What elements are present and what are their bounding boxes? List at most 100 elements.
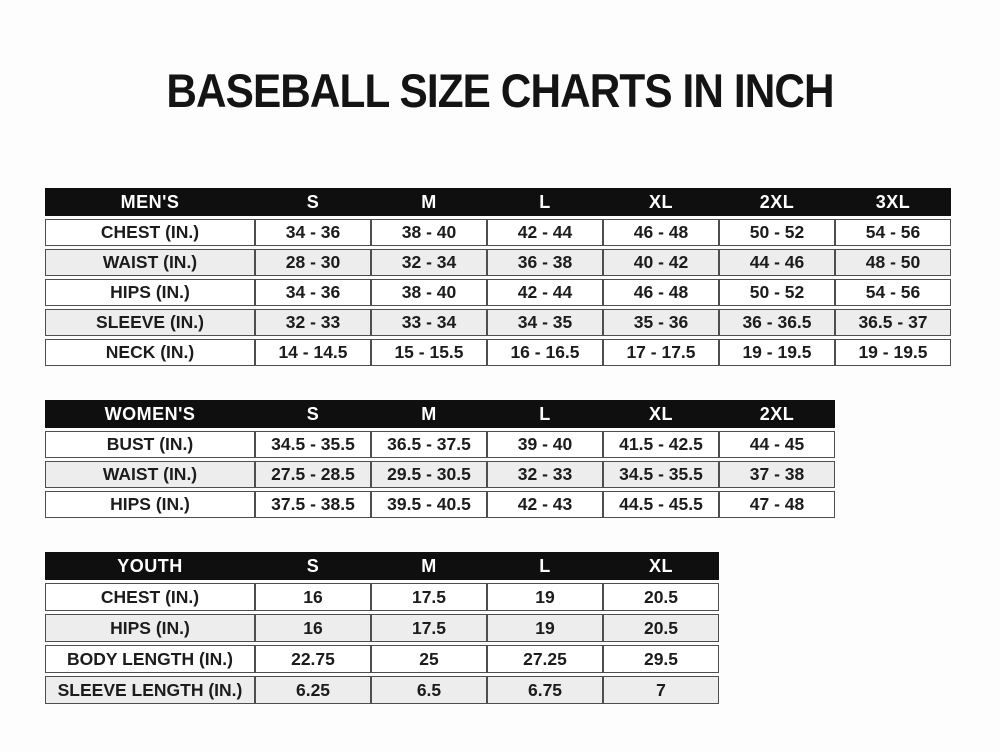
column-header: XL — [603, 400, 719, 428]
size-value-cell: 44 - 45 — [719, 431, 835, 458]
row-label: WAIST (IN.) — [45, 249, 255, 276]
table-title-cell: YOUTH — [45, 552, 255, 580]
size-value-cell: 14 - 14.5 — [255, 339, 371, 366]
row-label: SLEEVE (IN.) — [45, 309, 255, 336]
size-value-cell: 35 - 36 — [603, 309, 719, 336]
row-label: BODY LENGTH (IN.) — [45, 645, 255, 673]
size-value-cell: 7 — [603, 676, 719, 704]
table-title-cell: MEN'S — [45, 188, 255, 216]
size-value-cell: 16 — [255, 583, 371, 611]
table-row: WAIST (IN.) 27.5 - 28.5 29.5 - 30.5 32 - 33… — [45, 461, 835, 488]
size-value-cell: 19 — [487, 614, 603, 642]
column-header: 3XL — [835, 188, 951, 216]
size-value-cell: 20.5 — [603, 614, 719, 642]
size-value-cell: 39.5 - 40.5 — [371, 491, 487, 518]
size-value-cell: 25 — [371, 645, 487, 673]
size-value-cell: 44.5 - 45.5 — [603, 491, 719, 518]
size-value-cell: 38 - 40 — [371, 219, 487, 246]
size-value-cell: 42 - 44 — [487, 219, 603, 246]
size-table-mens: MEN'S S M L XL 2XL 3XL CHEST (IN.) 34 - 36 38 - 4… — [45, 185, 951, 369]
column-header: S — [255, 188, 371, 216]
size-value-cell: 39 - 40 — [487, 431, 603, 458]
row-label: HIPS (IN.) — [45, 279, 255, 306]
column-header: L — [487, 400, 603, 428]
size-table-youth: YOUTH S M L XL CHEST (IN.) 16 17.5 19 20.5 HIPS (I… — [45, 549, 719, 707]
size-value-cell: 41.5 - 42.5 — [603, 431, 719, 458]
table-row: BUST (IN.) 34.5 - 35.5 36.5 - 37.5 39 - 40 4… — [45, 431, 835, 458]
table-title-cell: WOMEN'S — [45, 400, 255, 428]
row-label: SLEEVE LENGTH (IN.) — [45, 676, 255, 704]
row-label: BUST (IN.) — [45, 431, 255, 458]
size-value-cell: 38 - 40 — [371, 279, 487, 306]
size-value-cell: 32 - 33 — [487, 461, 603, 488]
table-row: HIPS (IN.) 37.5 - 38.5 39.5 - 40.5 42 - 43 4… — [45, 491, 835, 518]
size-value-cell: 27.5 - 28.5 — [255, 461, 371, 488]
header-row: YOUTH S M L XL — [45, 552, 719, 580]
size-value-cell: 37 - 38 — [719, 461, 835, 488]
size-value-cell: 28 - 30 — [255, 249, 371, 276]
table-row: SLEEVE (IN.) 32 - 33 33 - 34 34 - 35 35 - 36… — [45, 309, 951, 336]
size-value-cell: 36 - 36.5 — [719, 309, 835, 336]
size-value-cell: 32 - 33 — [255, 309, 371, 336]
table-row: CHEST (IN.) 34 - 36 38 - 40 42 - 44 46 - 48 5… — [45, 219, 951, 246]
size-value-cell: 50 - 52 — [719, 279, 835, 306]
size-value-cell: 42 - 44 — [487, 279, 603, 306]
column-header: XL — [603, 188, 719, 216]
row-label: HIPS (IN.) — [45, 491, 255, 518]
table-row: BODY LENGTH (IN.) 22.75 25 27.25 29.5 — [45, 645, 719, 673]
size-value-cell: 29.5 - 30.5 — [371, 461, 487, 488]
size-value-cell: 19 — [487, 583, 603, 611]
size-value-cell: 17.5 — [371, 583, 487, 611]
size-value-cell: 46 - 48 — [603, 279, 719, 306]
column-header: S — [255, 552, 371, 580]
size-value-cell: 54 - 56 — [835, 219, 951, 246]
column-header: L — [487, 552, 603, 580]
table-row: CHEST (IN.) 16 17.5 19 20.5 — [45, 583, 719, 611]
row-label: WAIST (IN.) — [45, 461, 255, 488]
table-row: SLEEVE LENGTH (IN.) 6.25 6.5 6.75 7 — [45, 676, 719, 704]
column-header: 2XL — [719, 400, 835, 428]
size-value-cell: 6.75 — [487, 676, 603, 704]
size-value-cell: 37.5 - 38.5 — [255, 491, 371, 518]
table-row: WAIST (IN.) 28 - 30 32 - 34 36 - 38 40 - 42 4… — [45, 249, 951, 276]
size-value-cell: 17.5 — [371, 614, 487, 642]
size-value-cell: 47 - 48 — [719, 491, 835, 518]
size-value-cell: 22.75 — [255, 645, 371, 673]
table-row: HIPS (IN.) 34 - 36 38 - 40 42 - 44 46 - 48 50… — [45, 279, 951, 306]
column-header: M — [371, 552, 487, 580]
size-value-cell: 46 - 48 — [603, 219, 719, 246]
size-value-cell: 34.5 - 35.5 — [603, 461, 719, 488]
size-value-cell: 34 - 35 — [487, 309, 603, 336]
header-row: WOMEN'S S M L XL 2XL — [45, 400, 835, 428]
size-value-cell: 48 - 50 — [835, 249, 951, 276]
column-header: 2XL — [719, 188, 835, 216]
size-value-cell: 34 - 36 — [255, 279, 371, 306]
column-header: M — [371, 400, 487, 428]
row-label: CHEST (IN.) — [45, 583, 255, 611]
size-value-cell: 36.5 - 37 — [835, 309, 951, 336]
size-value-cell: 19 - 19.5 — [719, 339, 835, 366]
size-value-cell: 17 - 17.5 — [603, 339, 719, 366]
size-value-cell: 32 - 34 — [371, 249, 487, 276]
size-value-cell: 40 - 42 — [603, 249, 719, 276]
size-value-cell: 27.25 — [487, 645, 603, 673]
size-value-cell: 15 - 15.5 — [371, 339, 487, 366]
size-value-cell: 6.5 — [371, 676, 487, 704]
size-value-cell: 42 - 43 — [487, 491, 603, 518]
column-header: L — [487, 188, 603, 216]
size-value-cell: 36 - 38 — [487, 249, 603, 276]
size-value-cell: 33 - 34 — [371, 309, 487, 336]
column-header: S — [255, 400, 371, 428]
row-label: HIPS (IN.) — [45, 614, 255, 642]
row-label: NECK (IN.) — [45, 339, 255, 366]
size-value-cell: 20.5 — [603, 583, 719, 611]
header-row: MEN'S S M L XL 2XL 3XL — [45, 188, 951, 216]
page-title: BASEBALL SIZE CHARTS IN INCH — [166, 64, 834, 117]
size-value-cell: 6.25 — [255, 676, 371, 704]
size-value-cell: 50 - 52 — [719, 219, 835, 246]
size-value-cell: 19 - 19.5 — [835, 339, 951, 366]
size-value-cell: 16 - 16.5 — [487, 339, 603, 366]
table-row: HIPS (IN.) 16 17.5 19 20.5 — [45, 614, 719, 642]
column-header: XL — [603, 552, 719, 580]
